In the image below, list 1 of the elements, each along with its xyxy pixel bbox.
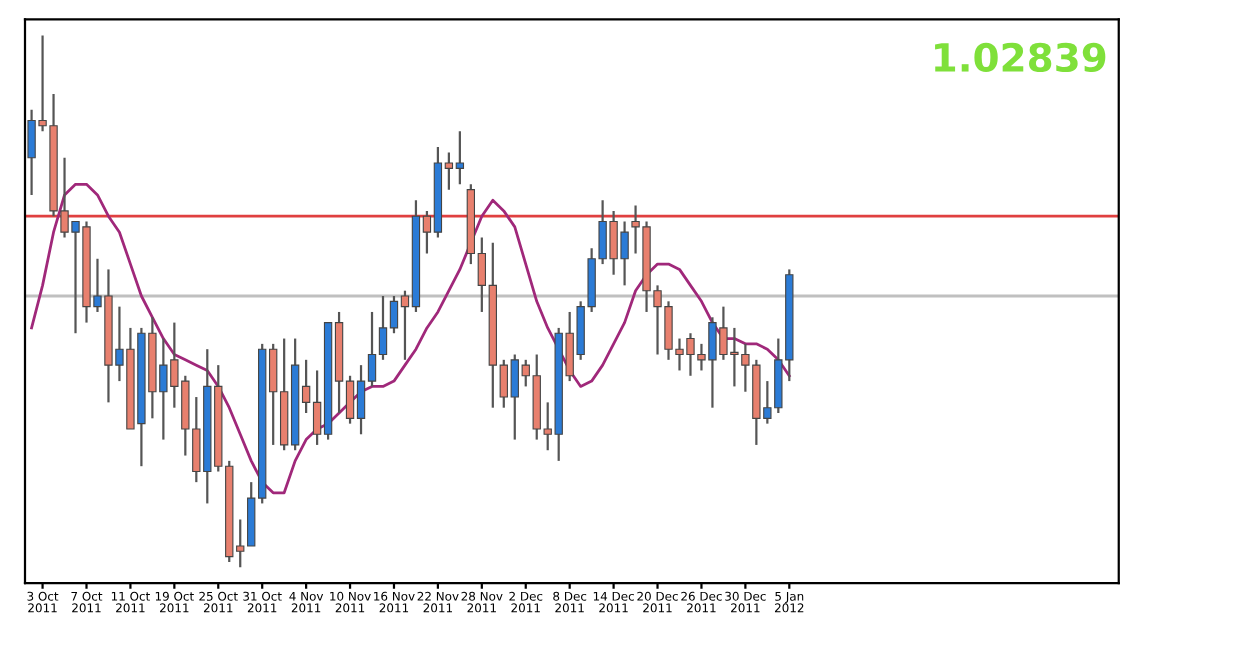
text: 1.02839	[935, 42, 1106, 73]
